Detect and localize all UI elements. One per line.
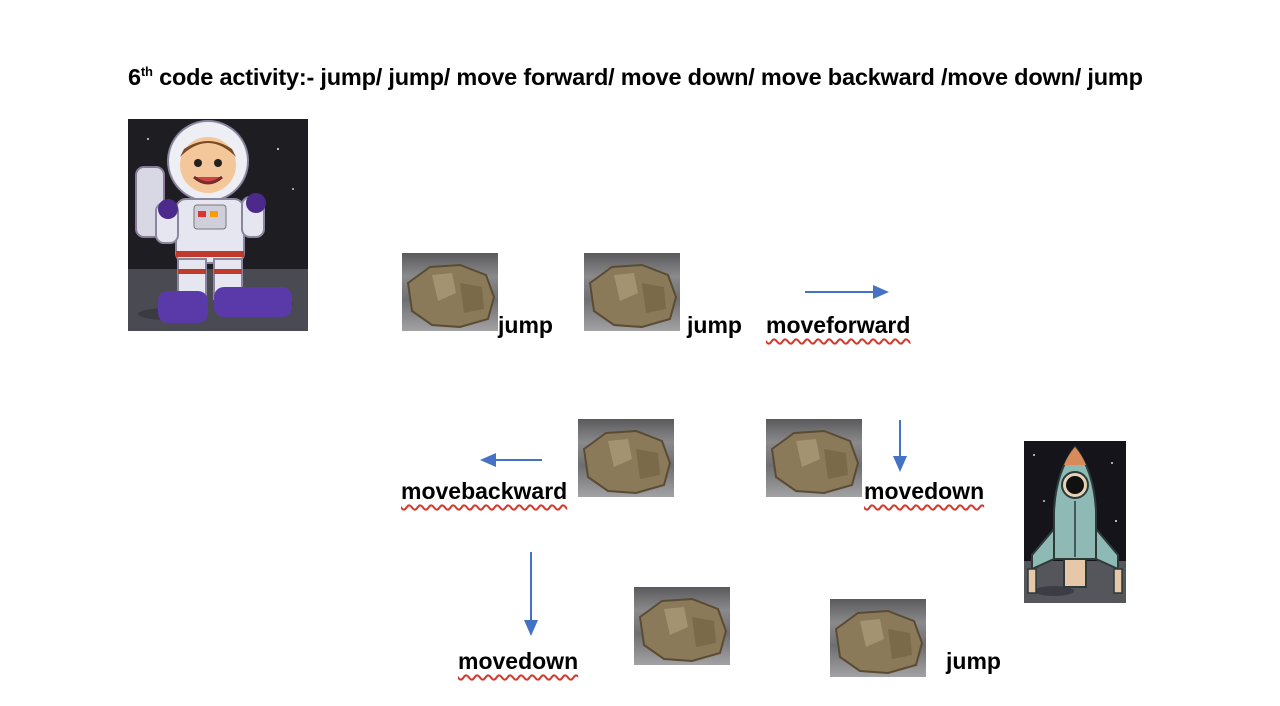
arrow-down-icon — [892, 420, 908, 472]
activity-title: 6th code activity:- jump/ jump/ move for… — [128, 64, 1143, 91]
step-jump-1: jump — [498, 312, 553, 338]
arrow-down-icon — [523, 552, 539, 636]
rock-icon — [634, 587, 730, 665]
title-text: code activity:- jump/ jump/ move forward… — [152, 64, 1143, 90]
step-jump-2: jump — [687, 312, 742, 338]
title-superscript: th — [140, 64, 153, 79]
rock-icon — [578, 419, 674, 497]
step-move-down-2: movedown — [458, 648, 579, 674]
rocket-icon — [1024, 441, 1126, 603]
rock-icon — [402, 253, 498, 331]
step-move-down-1: movedown — [864, 478, 985, 504]
arrow-right-icon — [805, 284, 889, 300]
rock-icon — [584, 253, 680, 331]
arrow-left-icon — [480, 452, 542, 468]
title-number: 6 — [128, 64, 141, 90]
astronaut-icon — [128, 119, 308, 331]
step-jump-3: jump — [946, 648, 1001, 674]
rock-icon — [830, 599, 926, 677]
step-move-backward: movebackward — [401, 478, 568, 504]
step-move-forward: moveforward — [766, 312, 911, 338]
rock-icon — [766, 419, 862, 497]
